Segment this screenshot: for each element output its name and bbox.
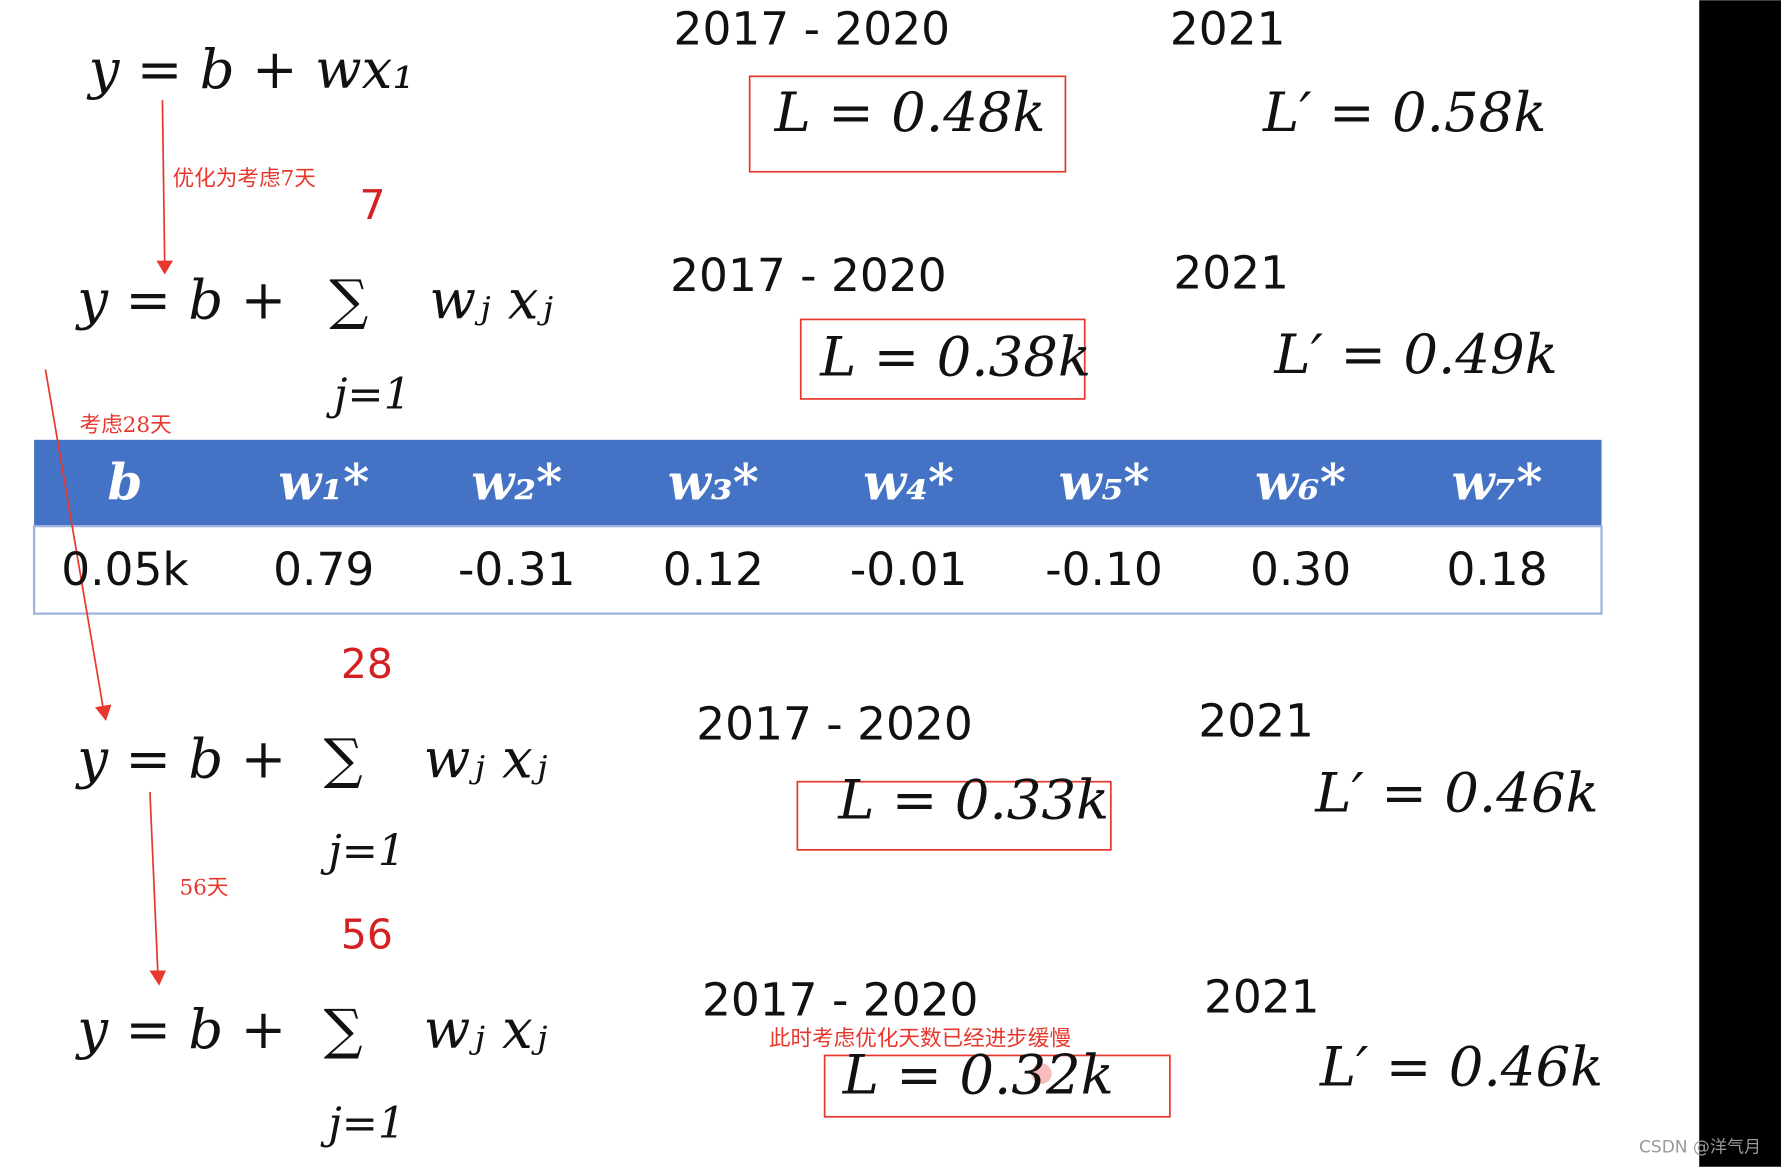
test-loss: L′ = 0.46k (1314, 761, 1598, 825)
test-loss: L′ = 0.49k (1273, 322, 1557, 386)
side-bar (1699, 0, 1781, 1167)
highlight-box (799, 318, 1086, 400)
table-cell: -0.01 (850, 543, 968, 596)
sum-lower: j=1 (320, 1099, 405, 1149)
period: 2017 - 2020 (674, 3, 950, 56)
equation-term: wⱼ xⱼ (424, 727, 548, 791)
equation-lhs: y = b + (74, 727, 286, 791)
table-header-cell: w₄* (863, 452, 954, 511)
table-header-cell: w₃* (668, 452, 759, 511)
equation-term: wⱼ xⱼ (429, 268, 553, 332)
test-loss: L′ = 0.46k (1319, 1034, 1603, 1098)
year: 2021 (1173, 247, 1289, 300)
period: 2017 - 2020 (670, 249, 946, 302)
year: 2021 (1204, 970, 1320, 1023)
train-loss: L = 0.48k (774, 80, 1046, 144)
sum-upper: 56 (341, 910, 393, 958)
sum-symbol: ∑ (324, 727, 363, 791)
annotation: 考虑28天 (80, 413, 172, 438)
year: 2021 (1198, 694, 1314, 747)
table-row-bg (32, 525, 1603, 615)
table-cell: 0.12 (663, 543, 764, 596)
sum-symbol: ∑ (329, 268, 368, 332)
equation-term: wⱼ xⱼ (424, 997, 548, 1061)
sum-symbol: ∑ (324, 997, 363, 1061)
annotation: 优化为考虑7天 (173, 167, 316, 192)
train-loss: L = 0.32k (842, 1042, 1114, 1106)
table-cell: 0.05k (61, 543, 189, 596)
table-cell: 0.18 (1446, 543, 1547, 596)
table-header-cell: w₁* (278, 452, 369, 511)
table-cell: -0.31 (458, 543, 576, 596)
highlight-box (748, 75, 1067, 173)
table-cell: 0.30 (1250, 543, 1351, 596)
period: 2017 - 2020 (702, 974, 978, 1027)
train-loss: L = 0.33k (837, 767, 1109, 831)
train-loss: L = 0.38k (819, 324, 1091, 388)
equation: y = b + wx₁ (86, 37, 415, 101)
table-header-cell: w₂* (471, 452, 562, 511)
highlight-box (823, 1054, 1171, 1118)
sum-lower: j=1 (320, 826, 405, 876)
highlight-box (796, 780, 1112, 851)
equation-lhs: y = b + (74, 997, 286, 1061)
table-cell: -0.10 (1045, 543, 1163, 596)
table-cell: 0.79 (273, 543, 374, 596)
sum-upper: 7 (360, 181, 386, 229)
arrows (44, 100, 174, 986)
sum-lower: j=1 (326, 370, 411, 420)
sum-upper: 28 (341, 640, 393, 688)
table-header-cell: b (107, 452, 142, 511)
period: 2017 - 2020 (696, 698, 972, 751)
table-header-cell: w₅* (1059, 452, 1150, 511)
watermark: CSDN @洋气月 (1639, 1137, 1761, 1157)
equation-lhs: y = b + (74, 268, 286, 332)
annotation: 此时考虑优化天数已经进步缓慢 (769, 1027, 1071, 1052)
table-header-cell: w₇* (1452, 452, 1543, 511)
cursor (1031, 1063, 1052, 1084)
annotation: 56天 (179, 875, 228, 900)
table-header-bg (34, 439, 1602, 527)
table-header-cell: w₆* (1255, 452, 1346, 511)
year: 2021 (1170, 3, 1286, 56)
test-loss: L′ = 0.58k (1262, 80, 1546, 144)
